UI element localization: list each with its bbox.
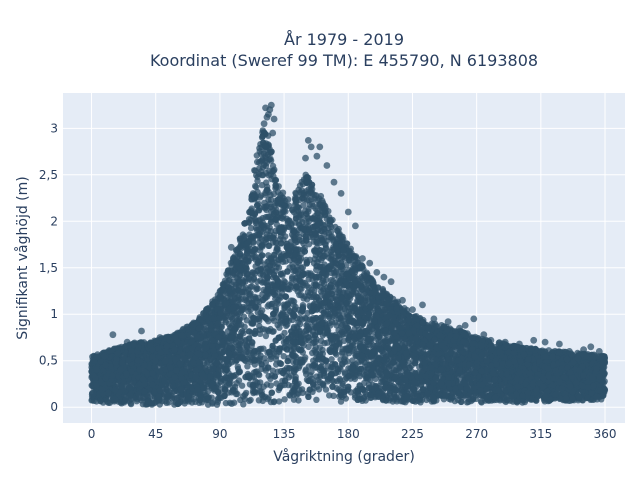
data-point bbox=[223, 400, 229, 406]
data-point bbox=[252, 183, 258, 189]
data-point bbox=[278, 361, 284, 367]
data-point bbox=[247, 397, 253, 403]
